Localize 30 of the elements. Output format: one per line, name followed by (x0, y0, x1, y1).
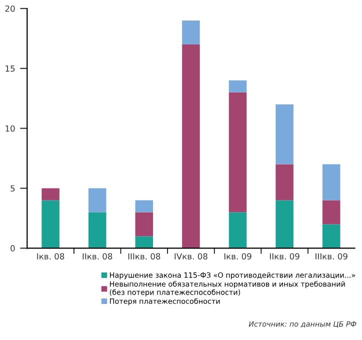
x-tick-label: IIкв. 09 (270, 253, 300, 260)
bar (182, 44, 200, 248)
bar (135, 236, 154, 248)
y-tick-label: 5 (10, 185, 15, 192)
x-tick-label: IIIкв. 08 (128, 253, 160, 260)
x-tick-label: IIIкв. 09 (316, 253, 348, 260)
y-tick-label: 20 (5, 5, 15, 12)
bar (88, 188, 106, 212)
bar (322, 224, 340, 248)
bar (88, 212, 106, 248)
bar (228, 212, 247, 248)
bar (228, 80, 247, 92)
bar (322, 200, 340, 224)
bar (42, 200, 60, 248)
x-tick-label: IVкв. 08 (174, 253, 208, 260)
bar (42, 188, 60, 200)
bar (228, 92, 247, 212)
bar (276, 164, 294, 200)
y-tick-label: 15 (6, 66, 15, 72)
x-tick-label: Iкв. 08 (37, 253, 64, 260)
bar (135, 200, 154, 212)
y-tick-label: 0 (10, 245, 15, 252)
y-tick-label: 10 (6, 125, 15, 132)
bar (322, 164, 340, 200)
x-tick-label: Iкв. 09 (224, 253, 252, 260)
x-tick-label: IIкв. 08 (82, 253, 112, 260)
bar (135, 212, 154, 236)
bar (276, 104, 294, 164)
bar (276, 200, 294, 248)
bar (182, 20, 200, 44)
